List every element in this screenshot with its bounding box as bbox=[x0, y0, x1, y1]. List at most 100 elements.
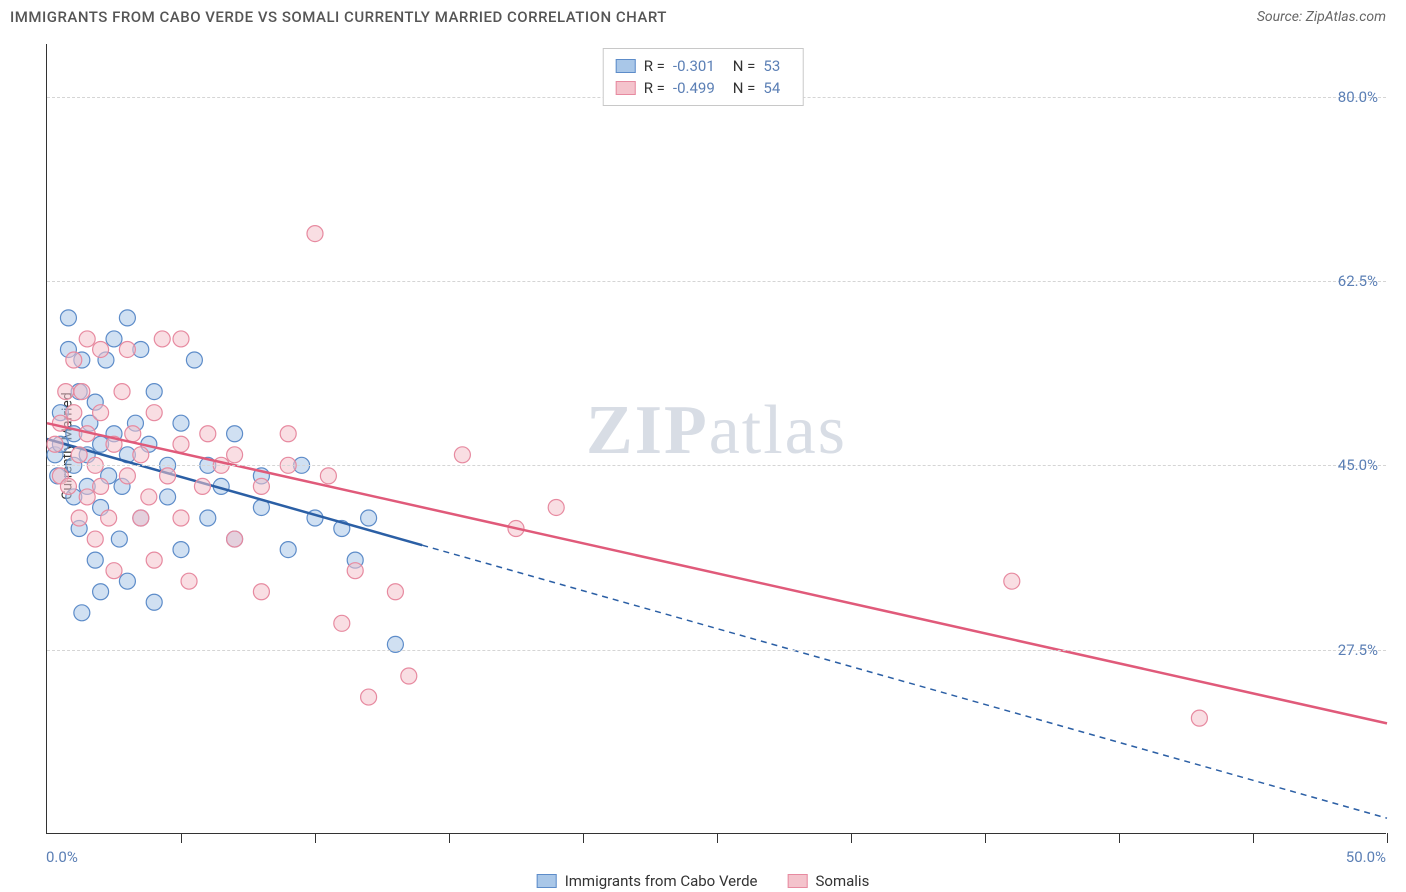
data-point bbox=[334, 615, 350, 631]
correlation-legend-row: R = -0.499 N = 54 bbox=[616, 77, 791, 99]
y-tick-label: 45.0% bbox=[1338, 456, 1378, 474]
data-point bbox=[79, 331, 95, 347]
data-point bbox=[71, 510, 87, 526]
data-point bbox=[181, 573, 197, 589]
trend-line bbox=[47, 423, 1387, 723]
series-legend-item: Somalis bbox=[788, 872, 870, 890]
data-point bbox=[200, 426, 216, 442]
data-point bbox=[66, 405, 82, 421]
data-point bbox=[194, 478, 210, 494]
gridline bbox=[47, 465, 1386, 466]
data-point bbox=[280, 542, 296, 558]
data-point bbox=[60, 310, 76, 326]
x-tick bbox=[315, 833, 316, 843]
data-point bbox=[58, 384, 74, 400]
data-point bbox=[141, 489, 157, 505]
data-point bbox=[133, 447, 149, 463]
data-point bbox=[119, 310, 135, 326]
data-point bbox=[280, 426, 296, 442]
r-value: -0.499 bbox=[673, 79, 715, 97]
data-point bbox=[119, 468, 135, 484]
data-point bbox=[173, 436, 189, 452]
data-point bbox=[361, 510, 377, 526]
n-value: 53 bbox=[763, 57, 780, 75]
correlation-legend: R = -0.301 N = 53 R = -0.499 N = 54 bbox=[603, 48, 804, 106]
page-header: IMMIGRANTS FROM CABO VERDE VS SOMALI CUR… bbox=[0, 0, 1406, 30]
data-point bbox=[227, 426, 243, 442]
series-legend-label: Somalis bbox=[816, 872, 870, 890]
data-point bbox=[93, 341, 109, 357]
x-tick bbox=[1119, 833, 1120, 843]
data-point bbox=[401, 668, 417, 684]
data-point bbox=[154, 331, 170, 347]
data-point bbox=[101, 510, 117, 526]
x-tick bbox=[985, 833, 986, 843]
series-legend: Immigrants from Cabo Verde Somalis bbox=[537, 872, 870, 890]
data-point bbox=[119, 341, 135, 357]
trend-line-dashed bbox=[422, 545, 1387, 818]
data-point bbox=[74, 605, 90, 621]
data-point bbox=[93, 584, 109, 600]
data-point bbox=[1191, 710, 1207, 726]
legend-swatch bbox=[537, 874, 557, 888]
data-point bbox=[106, 563, 122, 579]
x-tick bbox=[181, 833, 182, 843]
data-point bbox=[320, 468, 336, 484]
data-point bbox=[87, 552, 103, 568]
gridline bbox=[47, 650, 1386, 651]
x-tick bbox=[583, 833, 584, 843]
data-point bbox=[227, 447, 243, 463]
data-point bbox=[361, 689, 377, 705]
source-text: Source: ZipAtlas.com bbox=[1257, 9, 1386, 25]
data-point bbox=[79, 489, 95, 505]
gridline bbox=[47, 281, 1386, 282]
data-point bbox=[454, 447, 470, 463]
x-tick bbox=[717, 833, 718, 843]
data-point bbox=[74, 384, 90, 400]
correlation-legend-row: R =-0.301N =53 bbox=[616, 55, 791, 77]
y-tick-label: 62.5% bbox=[1338, 272, 1378, 290]
r-value: -0.301 bbox=[673, 57, 715, 75]
chart-area: ZIPatlas 27.5%45.0%62.5%80.0% bbox=[46, 44, 1386, 834]
data-point bbox=[253, 478, 269, 494]
data-point bbox=[186, 352, 202, 368]
data-point bbox=[71, 447, 87, 463]
data-point bbox=[146, 594, 162, 610]
n-value: 54 bbox=[763, 79, 780, 97]
data-point bbox=[1004, 573, 1020, 589]
x-tick-label: 0.0% bbox=[46, 848, 78, 866]
x-tick-label: 50.0% bbox=[1346, 848, 1386, 866]
data-point bbox=[66, 352, 82, 368]
n-label: N = bbox=[733, 79, 756, 97]
scatter-plot bbox=[47, 44, 1386, 833]
data-point bbox=[125, 426, 141, 442]
n-label: N = bbox=[733, 57, 756, 75]
data-point bbox=[47, 436, 63, 452]
legend-swatch bbox=[616, 81, 636, 95]
x-tick bbox=[1253, 833, 1254, 843]
legend-swatch bbox=[616, 59, 636, 73]
x-tick bbox=[1387, 833, 1388, 843]
y-tick-label: 27.5% bbox=[1338, 641, 1378, 659]
y-tick-label: 80.0% bbox=[1338, 88, 1378, 106]
x-tick bbox=[449, 833, 450, 843]
r-label: R = bbox=[644, 79, 665, 97]
data-point bbox=[173, 331, 189, 347]
data-point bbox=[93, 405, 109, 421]
data-point bbox=[200, 510, 216, 526]
data-point bbox=[548, 499, 564, 515]
data-point bbox=[133, 510, 149, 526]
data-point bbox=[146, 405, 162, 421]
data-point bbox=[93, 478, 109, 494]
data-point bbox=[119, 573, 135, 589]
series-legend-label: Immigrants from Cabo Verde bbox=[565, 872, 758, 890]
data-point bbox=[60, 478, 76, 494]
chart-title: IMMIGRANTS FROM CABO VERDE VS SOMALI CUR… bbox=[10, 8, 667, 26]
data-point bbox=[173, 542, 189, 558]
data-point bbox=[173, 510, 189, 526]
data-point bbox=[307, 226, 323, 242]
data-point bbox=[347, 563, 363, 579]
data-point bbox=[111, 531, 127, 547]
data-point bbox=[146, 552, 162, 568]
x-tick bbox=[851, 833, 852, 843]
